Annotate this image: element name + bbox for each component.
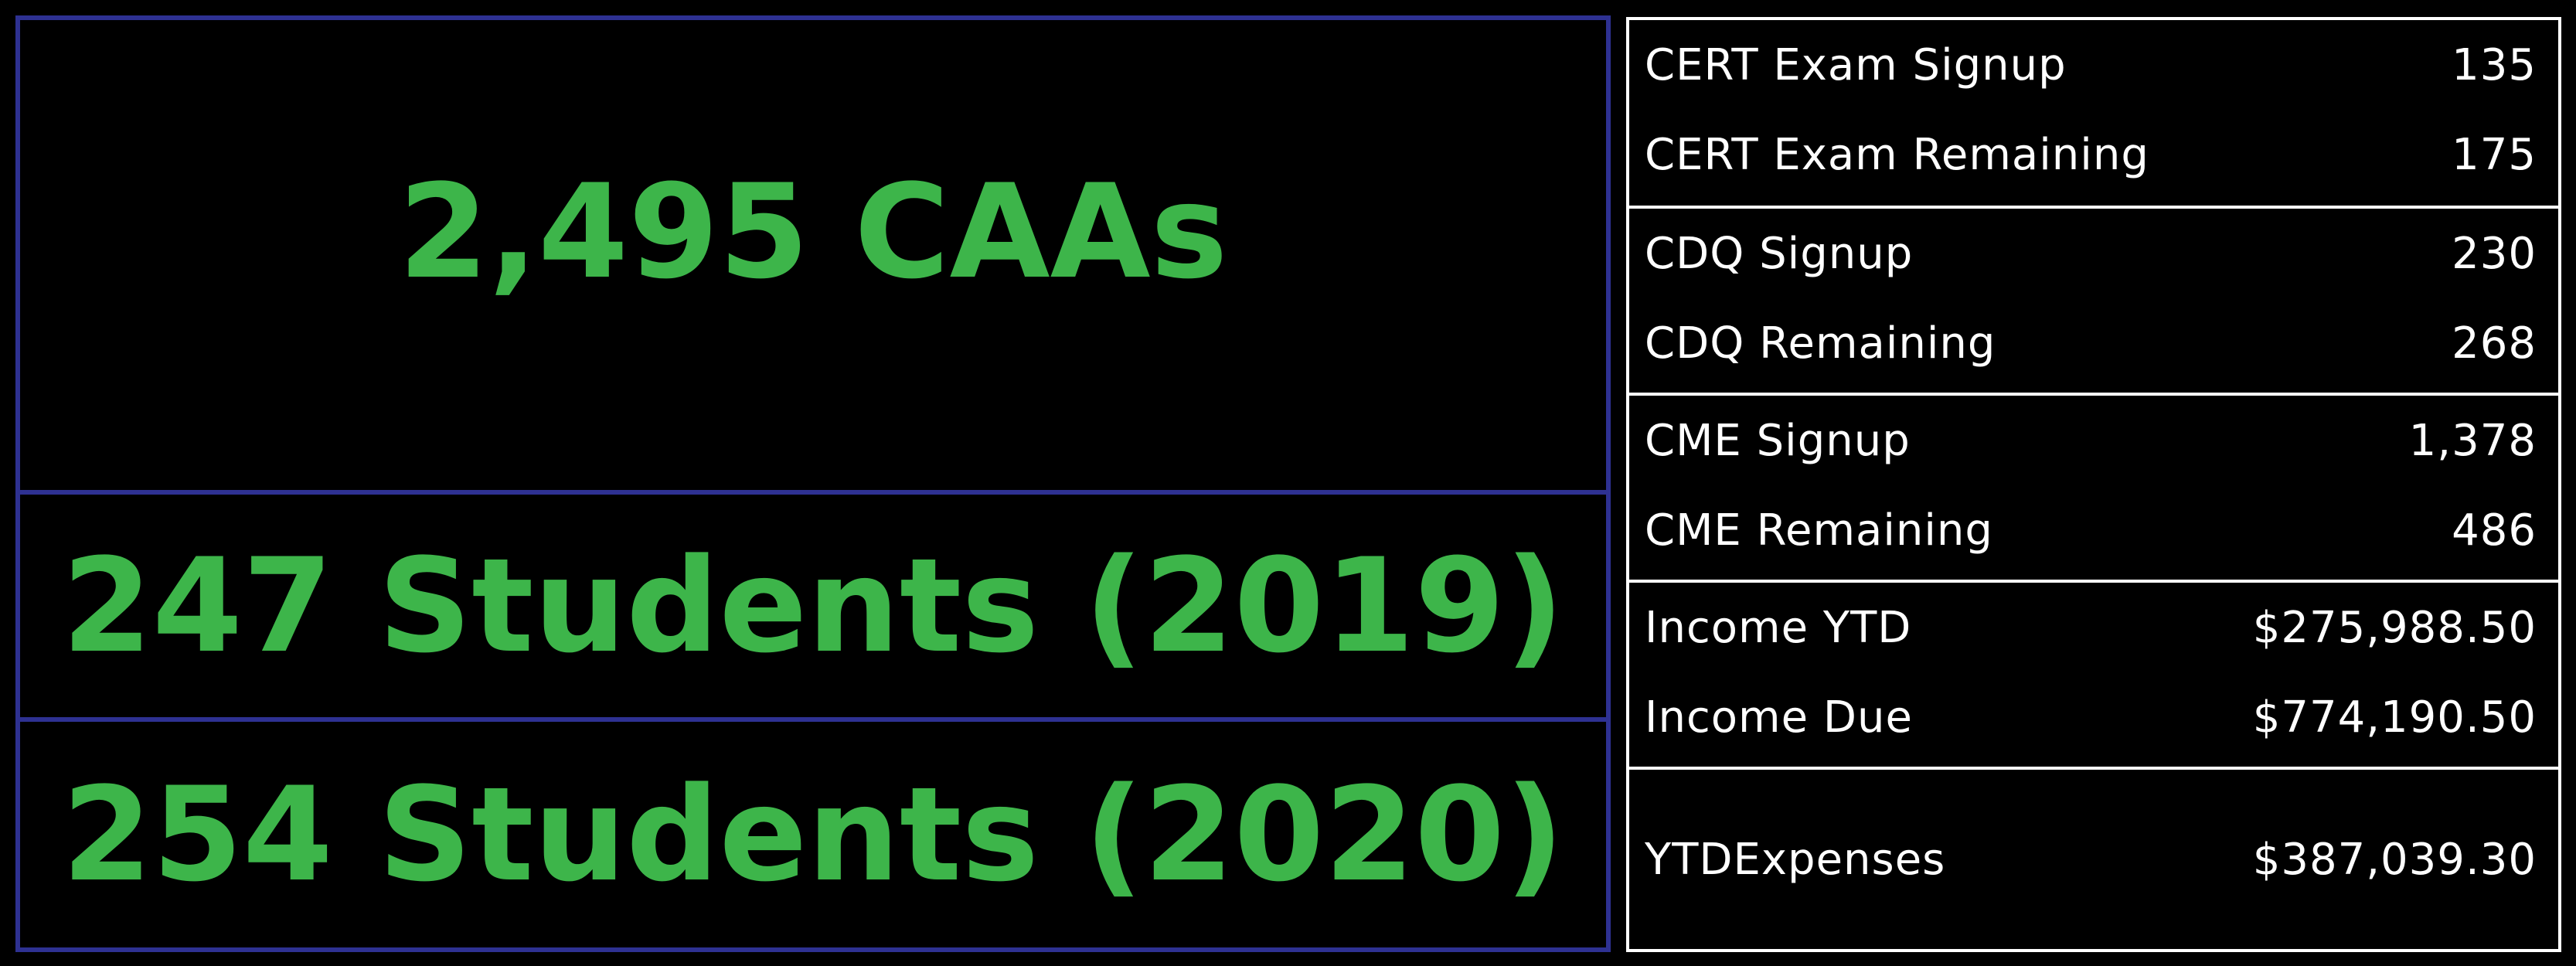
students-2019-tile: 247 Students (2019)	[20, 495, 1606, 722]
stat-label: CERT Exam Remaining	[1645, 129, 2149, 180]
stat-value: 175	[2452, 129, 2537, 180]
cert-exam-group: CERT Exam Signup 135 CERT Exam Remaining…	[1629, 20, 2558, 209]
stat-value: 1,378	[2408, 415, 2537, 466]
stat-label: CME Signup	[1645, 415, 1911, 466]
stat-value: 486	[2452, 505, 2537, 556]
stat-row-cme-signup: CME Signup 1,378	[1645, 396, 2537, 485]
stat-row-income-ytd: Income YTD $275,988.50	[1645, 583, 2537, 672]
stat-value: 135	[2452, 39, 2537, 90]
stat-row-cme-remaining: CME Remaining 486	[1645, 485, 2537, 575]
caas-count: 2,495 CAAs	[398, 156, 1228, 308]
stat-label: YTDExpenses	[1645, 834, 1946, 885]
stat-value: 230	[2452, 228, 2537, 279]
stat-label: CDQ Remaining	[1645, 318, 1996, 369]
stat-row-cert-exam-remaining: CERT Exam Remaining 175	[1645, 110, 2537, 199]
headline-panel: 2,495 CAAs 247 Students (2019) 254 Stude…	[15, 15, 1611, 952]
stat-value: $275,988.50	[2252, 602, 2537, 653]
stat-value: 268	[2452, 318, 2537, 369]
stat-value: $774,190.50	[2252, 692, 2537, 743]
students-2020-count: 254 Students (2020)	[62, 759, 1564, 910]
stat-label: CDQ Signup	[1645, 228, 1914, 279]
income-group: Income YTD $275,988.50 Income Due $774,1…	[1629, 583, 2558, 770]
stat-label: Income Due	[1645, 692, 1913, 743]
expenses-group: YTDExpenses $387,039.30	[1629, 770, 2558, 949]
stat-row-cdq-remaining: CDQ Remaining 268	[1645, 298, 2537, 388]
stat-label: CME Remaining	[1645, 505, 1993, 556]
stats-table: CERT Exam Signup 135 CERT Exam Remaining…	[1626, 17, 2561, 952]
stat-row-income-due: Income Due $774,190.50	[1645, 672, 2537, 762]
stat-row-cdq-signup: CDQ Signup 230	[1645, 209, 2537, 298]
cme-group: CME Signup 1,378 CME Remaining 486	[1629, 396, 2558, 583]
students-2020-tile: 254 Students (2020)	[20, 722, 1606, 947]
stat-label: CERT Exam Signup	[1645, 39, 2067, 90]
cdq-group: CDQ Signup 230 CDQ Remaining 268	[1629, 209, 2558, 396]
students-2019-count: 247 Students (2019)	[62, 530, 1564, 682]
stat-value: $387,039.30	[2252, 834, 2537, 885]
stat-label: Income YTD	[1645, 602, 1912, 653]
caas-count-tile: 2,495 CAAs	[20, 20, 1606, 495]
stat-row-ytd-expenses: YTDExpenses $387,039.30	[1645, 815, 2537, 904]
stat-row-cert-exam-signup: CERT Exam Signup 135	[1645, 20, 2537, 110]
